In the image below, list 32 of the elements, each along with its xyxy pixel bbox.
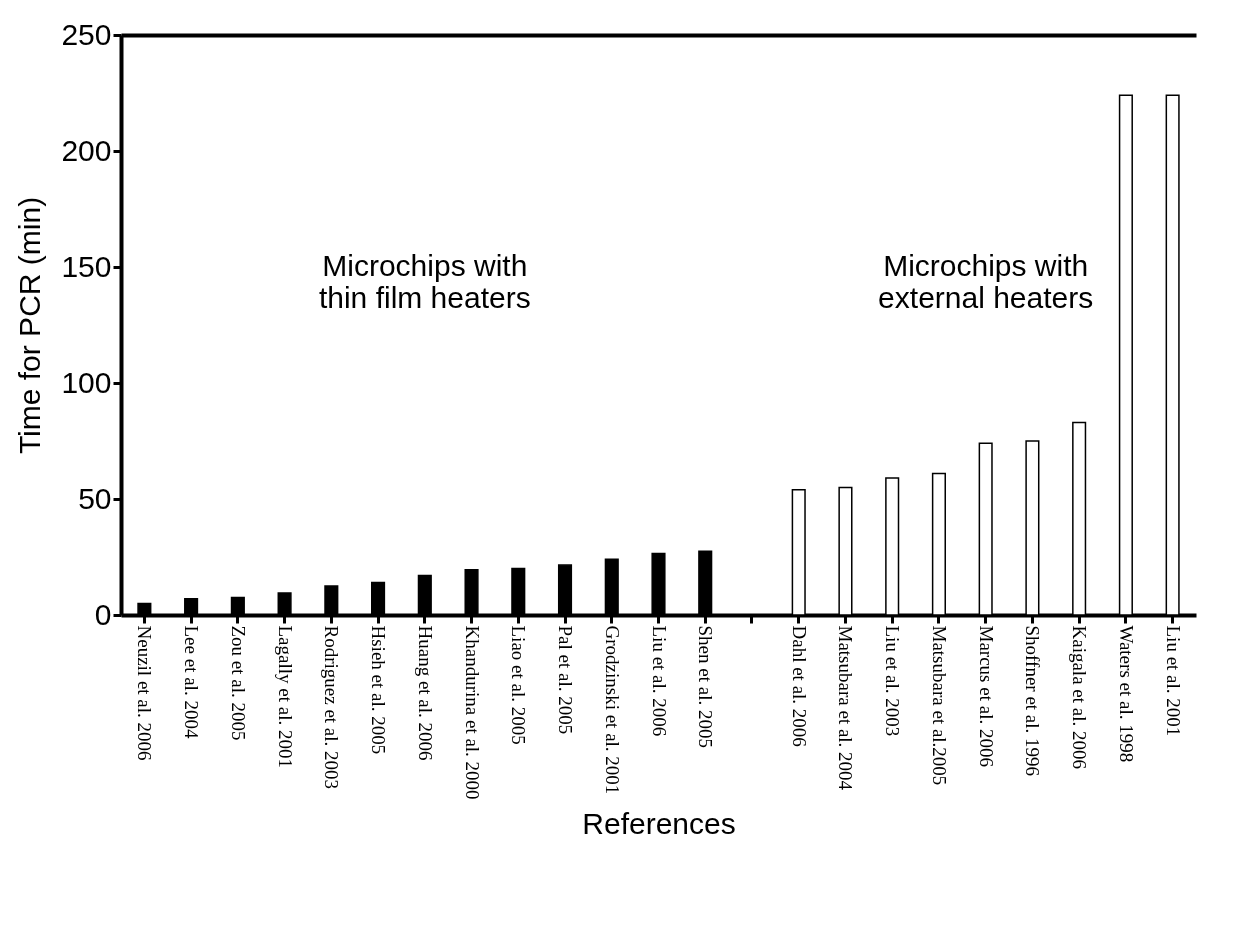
x-tick-label: Kaigala et al. 2006 <box>1069 625 1091 770</box>
y-tick-label: 50 <box>78 481 112 515</box>
x-tick-label: Grodzinski et al. 2001 <box>601 625 623 795</box>
y-tick-label: 250 <box>61 17 112 51</box>
y-axis-title: Time for PCR (min) <box>13 196 47 455</box>
x-tick-label: Waters et al. 1998 <box>1115 625 1137 763</box>
annotation: Microchips with external heaters <box>878 249 1094 314</box>
annotation: Microchips with thin film heaters <box>318 249 531 314</box>
x-tick-label: Liu et al. 2006 <box>648 625 670 737</box>
x-tick-label: Khandurina et al. 2000 <box>461 625 483 800</box>
y-tick-label: 0 <box>94 597 112 631</box>
x-tick-label: Shoffner et al. 1996 <box>1022 625 1044 777</box>
x-tick-label: Matsubara et al. 2004 <box>835 625 857 791</box>
x-tick-label: Huang et al. 2006 <box>414 625 436 761</box>
x-axis-title: References <box>582 806 736 840</box>
x-tick-label: Liu et al. 2003 <box>882 625 904 737</box>
y-tick-label: 150 <box>61 249 112 283</box>
y-tick-label: 200 <box>61 133 112 167</box>
x-tick-label: Liao et al. 2005 <box>508 625 530 745</box>
x-tick-label: Shen et al. 2005 <box>695 625 717 748</box>
x-tick-label: Pal et al. 2005 <box>555 625 577 735</box>
x-tick-label: Lagally et al. 2001 <box>274 625 296 768</box>
y-tick-label: 100 <box>61 365 112 399</box>
x-tick-label: Lee et al. 2004 <box>181 625 203 739</box>
x-tick-label: Dahl et al. 2006 <box>788 625 810 747</box>
x-tick-label: Liu et al. 2001 <box>1162 625 1184 737</box>
x-tick-label: Marcus et al. 2006 <box>975 625 997 767</box>
x-tick-label: Hsieh et al. 2005 <box>368 625 390 755</box>
x-tick-label: Zou et al. 2005 <box>227 625 249 741</box>
x-tick-label: Matsubara et al.2005 <box>928 625 950 786</box>
x-tick-label: Neuzil et al. 2006 <box>134 625 156 761</box>
x-tick-label: Rodriguez et al. 2003 <box>321 625 343 790</box>
